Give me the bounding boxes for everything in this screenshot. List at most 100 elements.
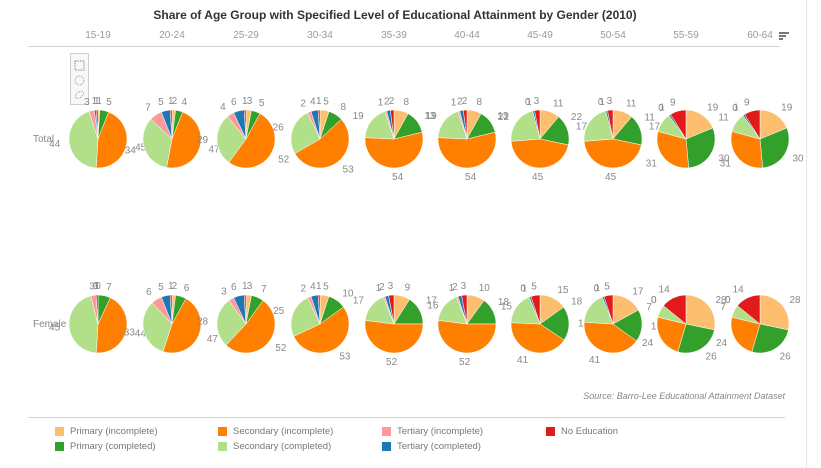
pie-slice[interactable]	[169, 109, 173, 140]
pie-slice[interactable]	[530, 294, 541, 325]
pie-data-label: 31	[646, 158, 658, 169]
legend-item[interactable]: Primary (incomplete)	[55, 426, 158, 437]
pie-slice[interactable]	[510, 110, 541, 142]
pie-total-35-39[interactable]: 8 13 54 19 1 2 2	[353, 96, 436, 183]
pie-data-label: 7	[720, 302, 726, 313]
pie-slice[interactable]	[510, 322, 565, 354]
legend-item[interactable]: Secondary (completed)	[218, 441, 331, 452]
pie-female-40-44[interactable]: 10 15 52 17 12 3	[426, 281, 513, 368]
pie-slice[interactable]	[534, 109, 541, 140]
sort-icon[interactable]	[779, 32, 789, 42]
pie-slice[interactable]	[677, 323, 715, 354]
scrollbar-track[interactable]	[806, 0, 807, 468]
circle-select-icon[interactable]	[74, 73, 85, 86]
legend-item[interactable]: Secondary (incomplete)	[218, 426, 333, 437]
pie-slice[interactable]	[685, 294, 716, 331]
legend-label: Tertiary (incomplete)	[397, 426, 484, 437]
pie-slice[interactable]	[243, 294, 247, 325]
pie-slice[interactable]	[737, 294, 761, 325]
pie-data-label: 45	[49, 323, 61, 334]
pie-slice[interactable]	[437, 131, 497, 169]
pie-slice[interactable]	[162, 298, 202, 354]
pie-slice[interactable]	[317, 294, 321, 325]
pie-slice[interactable]	[656, 316, 687, 353]
pie-slice[interactable]	[390, 109, 395, 140]
pie-slice[interactable]	[463, 109, 468, 140]
pie-slice[interactable]	[603, 294, 614, 325]
legend-item[interactable]: Tertiary (incomplete)	[382, 426, 483, 437]
rectangle-select-icon[interactable]	[74, 58, 85, 71]
pie-data-label: 5	[604, 281, 610, 292]
pie-data-label: 3	[84, 97, 90, 108]
pie-slice[interactable]	[730, 131, 763, 169]
pie-slice[interactable]	[437, 320, 497, 354]
pie-slice[interactable]	[290, 112, 321, 154]
pie-slice[interactable]	[290, 297, 321, 337]
legend-item[interactable]: No Education	[546, 426, 618, 437]
pie-slice[interactable]	[685, 127, 716, 169]
column-label: 30-34	[307, 30, 333, 41]
pie-slice[interactable]	[95, 294, 99, 325]
pie-slice[interactable]	[216, 300, 247, 346]
pie-slice[interactable]	[461, 294, 468, 325]
pie-female-35-39[interactable]: 9 16 52 17 12 3	[353, 281, 439, 368]
pie-slice[interactable]	[751, 323, 789, 354]
pie-slice[interactable]	[216, 116, 247, 163]
pie-slice[interactable]	[169, 294, 173, 325]
pie-slice[interactable]	[95, 297, 128, 354]
pie-slice[interactable]	[293, 306, 350, 354]
pie-slice[interactable]	[68, 111, 99, 169]
pie-slice[interactable]	[759, 294, 790, 331]
pie-total-20-24[interactable]: 2 4 47 34 75 1	[125, 96, 220, 169]
pie-slice[interactable]	[228, 113, 276, 169]
legend-item[interactable]: Primary (completed)	[55, 441, 156, 452]
pie-slice[interactable]	[730, 316, 761, 353]
pie-data-label: 1	[595, 283, 601, 294]
pie-total-30-34[interactable]: 5 8 53 26 2 4 1	[273, 96, 355, 176]
pie-slice[interactable]	[583, 110, 614, 142]
pie-slice[interactable]	[663, 294, 687, 325]
pie-slice[interactable]	[759, 127, 790, 169]
pie-slice[interactable]	[294, 118, 350, 169]
legend-swatch	[218, 427, 227, 436]
pie-slice[interactable]	[142, 302, 173, 352]
pie-slice[interactable]	[225, 300, 276, 354]
pie-slice[interactable]	[670, 109, 687, 140]
pie-slice[interactable]	[95, 111, 128, 169]
pie-slice[interactable]	[68, 295, 99, 354]
pie-data-label: 30	[793, 154, 805, 165]
pie-slice[interactable]	[142, 118, 173, 168]
pie-slice[interactable]	[95, 109, 99, 140]
pie-slice[interactable]	[510, 138, 569, 169]
lasso-select-icon[interactable]	[74, 88, 85, 99]
pie-slice[interactable]	[744, 109, 761, 140]
pie-slice[interactable]	[583, 321, 637, 354]
pie-total-25-29[interactable]: 3 5 52 29 4 6 1	[197, 96, 290, 169]
pie-data-label: 15	[557, 285, 569, 296]
legend-item[interactable]: Tertiary (completed)	[382, 441, 481, 452]
pie-slice[interactable]	[607, 109, 614, 140]
pie-slice[interactable]	[364, 131, 424, 169]
pie-data-label: 3	[89, 281, 95, 292]
pie-slice[interactable]	[583, 138, 642, 169]
pie-slice[interactable]	[317, 109, 321, 140]
pie-slice[interactable]	[166, 111, 202, 169]
pie-slice[interactable]	[243, 109, 247, 140]
pie-slice[interactable]	[388, 294, 395, 325]
pie-slice[interactable]	[364, 320, 424, 354]
pie-slice[interactable]	[656, 131, 689, 169]
